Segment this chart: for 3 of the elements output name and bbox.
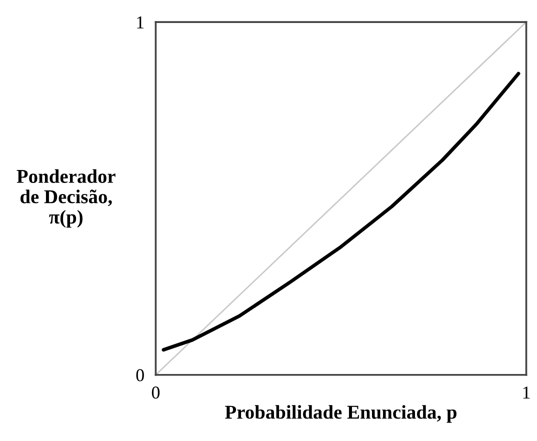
x-axis-title: Probabilidade Enunciada, p [225, 405, 456, 423]
y-axis-title: Ponderador de Decisão, π(p) [16, 169, 116, 228]
line-series [162, 72, 520, 352]
